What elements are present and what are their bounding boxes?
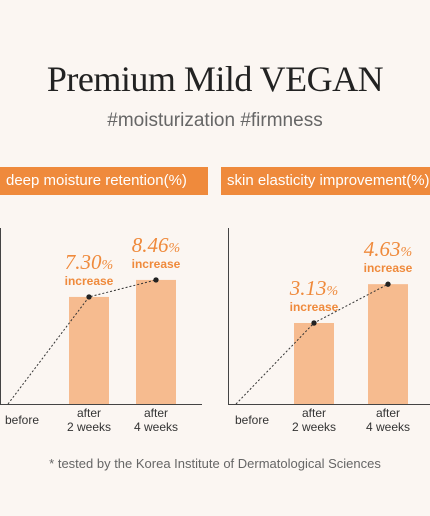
annotation-0-2: increase xyxy=(132,257,181,271)
chart-title-moisture: deep moisture retention(%) xyxy=(0,167,208,195)
page-title: Premium Mild VEGAN xyxy=(46,59,384,99)
annotation-1-1: increase xyxy=(290,300,339,314)
bar-0-1 xyxy=(69,296,109,404)
data-label-0-2: 8.46% xyxy=(132,233,180,257)
trend-marker-0-2 xyxy=(153,277,159,283)
footnote: * tested by the Korea Institute of Derma… xyxy=(49,456,381,471)
chart-title-elasticity: skin elasticity improvement(%) xyxy=(221,167,430,195)
data-label-0-1: 7.30% xyxy=(65,250,113,274)
annotation-1-2: increase xyxy=(364,261,413,275)
x-tick-label-1-2: after 4 weeks xyxy=(366,406,410,434)
trend-marker-1-2 xyxy=(385,281,391,287)
bar-1-1 xyxy=(294,322,334,404)
bar-1-2 xyxy=(368,284,408,404)
trend-marker-0-1 xyxy=(86,294,92,300)
x-tick-label-1-0: before xyxy=(235,413,269,427)
x-tick-label-1-1: after 2 weeks xyxy=(292,406,336,434)
data-label-1-1: 3.13% xyxy=(289,276,338,300)
page-subtitle: #moisturization #firmness xyxy=(107,110,323,131)
data-label-1-2: 4.63% xyxy=(364,237,412,261)
bar-0-2 xyxy=(136,279,176,404)
annotation-0-1: increase xyxy=(65,274,114,288)
x-tick-label-0-0: before xyxy=(5,413,39,427)
trend-marker-1-1 xyxy=(311,320,317,326)
trend-line-0 xyxy=(7,279,157,405)
x-tick-label-0-2: after 4 weeks xyxy=(134,406,178,434)
x-tick-label-0-1: after 2 weeks xyxy=(67,406,111,434)
